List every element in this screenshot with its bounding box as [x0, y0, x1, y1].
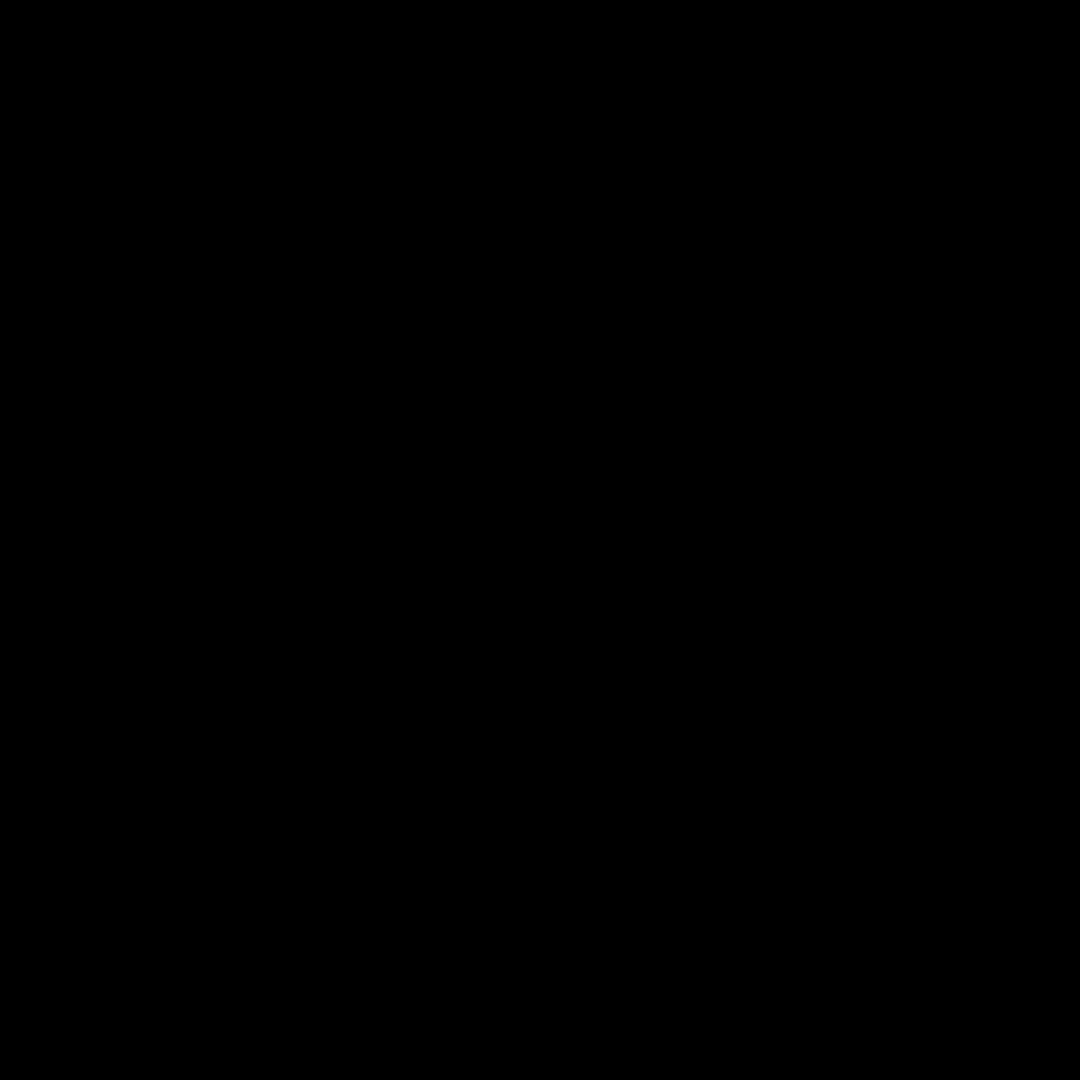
mandelbrot-fractal [0, 0, 1080, 1080]
fractal-scene [0, 0, 1080, 1080]
